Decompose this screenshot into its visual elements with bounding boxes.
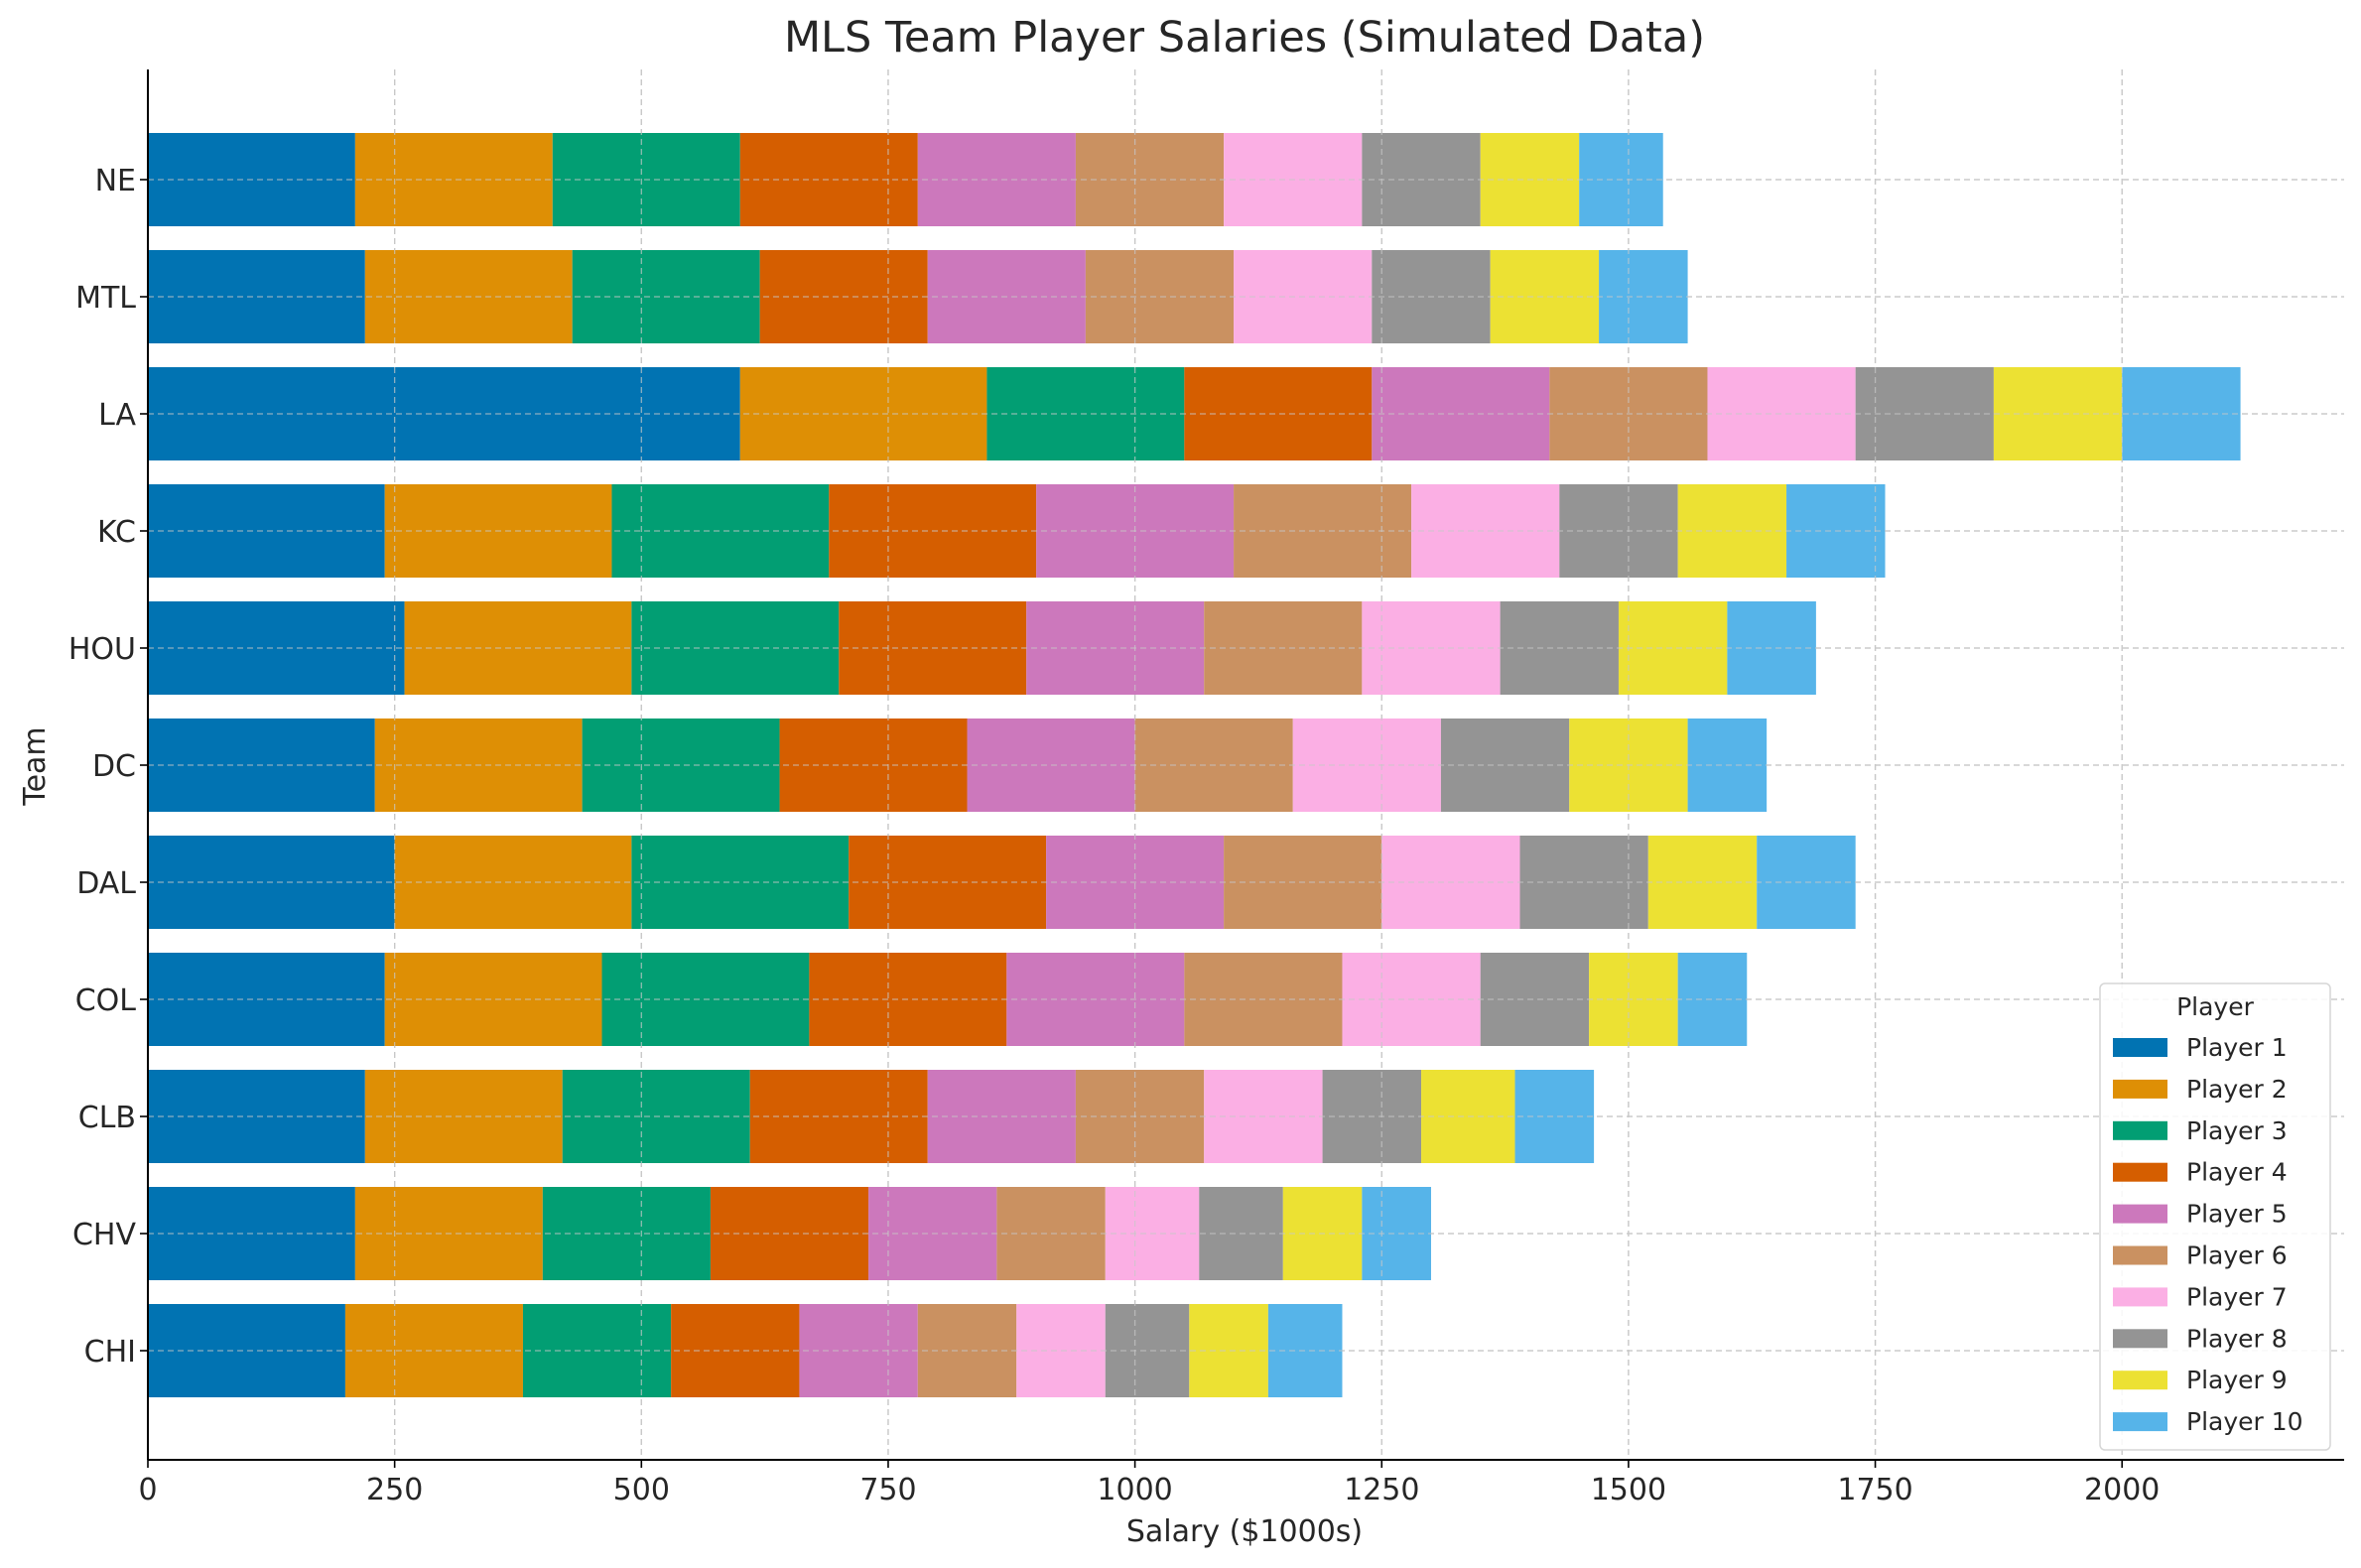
x-tick-label: 0 [138, 1473, 157, 1507]
x-tick-label: 1750 [1837, 1473, 1912, 1507]
bar-segment [148, 601, 405, 695]
bars-layer [147, 69, 2344, 1460]
y-tick-label: LA [98, 398, 136, 433]
legend-label: Player 2 [2186, 1075, 2288, 1104]
legend-label: Player 10 [2186, 1407, 2303, 1436]
legend-swatch [2113, 1120, 2167, 1140]
x-tick-label: 1000 [1097, 1473, 1172, 1507]
y-tick-label: COL [75, 983, 137, 1018]
y-tick-label: DC [92, 749, 136, 784]
legend-label: Player 9 [2186, 1366, 2288, 1394]
legend-label: Player 6 [2186, 1241, 2288, 1270]
bar-segment [148, 367, 740, 460]
legend: Player Player 1 Player 2 Player 3 Player 4 P… [2099, 982, 2331, 1451]
bar-segment [148, 484, 385, 578]
legend-label: Player 4 [2186, 1158, 2288, 1187]
bar-segment [148, 953, 385, 1046]
y-axis-label: Team [18, 726, 53, 806]
bar-segment [1411, 484, 1560, 578]
y-tick-label: CHV [72, 1218, 137, 1252]
legend-title: Player [2176, 992, 2255, 1021]
y-tick-label: DAL [76, 866, 136, 901]
x-tick-label: 500 [613, 1473, 670, 1507]
bar-segment [1292, 719, 1441, 812]
x-tick-label: 1250 [1344, 1473, 1419, 1507]
axes-layer: 0 250 500 750 1000 1250 1500 1750 2000 CHI CHV CLB C… [68, 69, 2344, 1507]
legend-swatch [2113, 1162, 2167, 1182]
legend-swatch [2113, 1079, 2167, 1099]
bar-segment [1085, 250, 1235, 343]
legend-swatch [2113, 1204, 2167, 1224]
bar-segment [1599, 250, 1688, 343]
legend-label: Player 3 [2186, 1116, 2288, 1145]
x-tick-label: 2000 [2084, 1473, 2160, 1507]
bar-segment [148, 1304, 345, 1397]
y-tick-label: MTL [75, 281, 136, 316]
x-tick-label: 1500 [1591, 1473, 1666, 1507]
bar-segment [354, 133, 553, 226]
y-tick-label: NE [95, 164, 136, 198]
legend-label: Player 7 [2186, 1282, 2288, 1311]
legend-label: Player 1 [2186, 1033, 2288, 1062]
y-tick-label: HOU [68, 632, 136, 667]
legend-label: Player 8 [2186, 1324, 2288, 1353]
bar-segment [582, 719, 780, 812]
legend-swatch [2113, 1329, 2167, 1349]
bar-segment [344, 1304, 523, 1397]
x-axis-label: Salary ($1000s) [1126, 1514, 1363, 1549]
bar-segment [2122, 367, 2241, 460]
bar-segment [394, 836, 632, 929]
bar-segment [1105, 1304, 1190, 1397]
bar-segment [1075, 133, 1225, 226]
x-tick-label: 250 [366, 1473, 423, 1507]
chart-title: MLS Team Player Salaries (Simulated Data… [784, 13, 1705, 63]
legend-label: Player 5 [2186, 1200, 2288, 1229]
legend-swatch [2113, 1245, 2167, 1265]
y-tick-label: KC [97, 515, 136, 550]
y-tick-label: CHI [84, 1335, 136, 1370]
legend-swatch [2113, 1371, 2167, 1390]
bar-segment [1589, 953, 1678, 1046]
x-tick-label: 750 [859, 1473, 916, 1507]
y-tick-label: CLB [78, 1101, 136, 1135]
legend-swatch [2113, 1038, 2167, 1057]
legend-swatch [2113, 1412, 2167, 1432]
legend-swatch [2113, 1287, 2167, 1307]
